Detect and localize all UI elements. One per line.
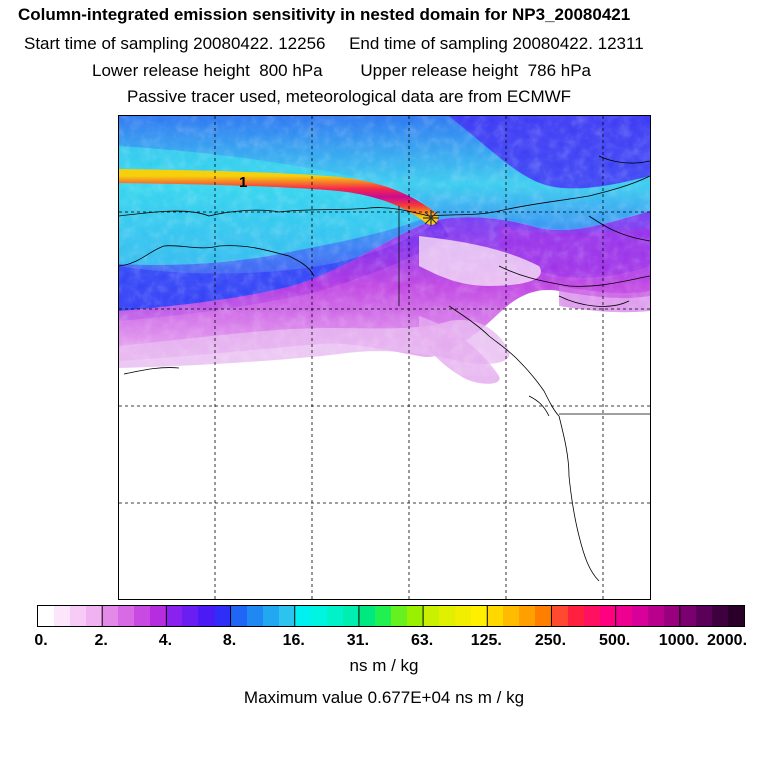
colorbar-segment	[358, 606, 375, 626]
trajectory-band	[119, 169, 438, 225]
colorbar-tick-label: 500.	[599, 632, 631, 649]
colorbar-segment	[294, 606, 311, 626]
colorbar-segment	[374, 606, 392, 626]
release-height-line: Lower release height 800 hPa Upper relea…	[92, 61, 591, 80]
colorbar-segment	[182, 606, 199, 626]
max-value-label: Maximum value 0.677E+04 ns m / kg	[243, 688, 525, 707]
field-texture	[119, 116, 650, 376]
colorbar-segment	[391, 606, 408, 626]
colorbar-segment	[503, 606, 520, 626]
colorbar-segment	[118, 606, 135, 626]
colorbar-tick-label: 16.	[282, 632, 305, 649]
colorbar-segment	[407, 606, 424, 626]
colorbar-tick-label: 125.	[470, 632, 502, 649]
colorbar-tick-label: 0.	[34, 632, 48, 649]
release-point-marker	[423, 210, 439, 226]
map-panel: 1	[118, 115, 651, 600]
colorbar-segment	[455, 606, 472, 626]
colorbar-segment	[423, 606, 440, 626]
colorbar-segment	[70, 606, 87, 626]
colorbar-segment	[567, 606, 584, 626]
colorbar-segment	[38, 606, 55, 626]
colorbar-segment	[150, 606, 167, 626]
graticule	[119, 116, 650, 599]
colorbar-segment	[326, 606, 343, 626]
colorbar-tick-label: 1000.	[658, 632, 699, 649]
colorbar-segment	[262, 606, 279, 626]
colorbar-segment	[54, 606, 71, 626]
colorbar-segment	[342, 606, 359, 626]
colorbar-dividers	[101, 605, 681, 627]
colorbar-tick-label: 8.	[222, 632, 237, 649]
colorbar-segment	[487, 606, 504, 626]
colorbar-segment	[230, 606, 247, 626]
sampling-time-line: Start time of sampling 20080422. 12256 E…	[24, 34, 644, 53]
colorbar-segment	[728, 606, 745, 626]
colorbar-tick-label: 2.	[94, 632, 108, 649]
colorbar-segment	[535, 606, 552, 626]
colorbar-segment	[647, 606, 664, 626]
colorbar-tick-label: 2000.	[706, 632, 748, 649]
colorbar	[37, 605, 745, 627]
colorbar-tick-label: 31.	[346, 632, 370, 649]
colorbar-segment	[711, 606, 729, 626]
colorbar-segment	[695, 606, 712, 626]
colorbar-segment	[246, 606, 263, 626]
trajectory-label: 1	[239, 174, 248, 191]
colorbar-segment	[663, 606, 680, 626]
colorbar-tick-label: 250.	[534, 632, 567, 649]
colorbar-segment	[519, 606, 536, 626]
tracer-info-line: Passive tracer used, meteorological data…	[127, 87, 572, 106]
colorbar-segment	[102, 606, 119, 626]
colorbar-segment	[551, 606, 568, 626]
colorbar-segment	[471, 606, 488, 626]
colorbar-segment	[214, 606, 231, 626]
colorbar-segment	[86, 606, 103, 626]
colorbar-segment	[599, 606, 616, 626]
coastlines	[119, 155, 650, 582]
colorbar-segment	[134, 606, 151, 626]
colorbar-tick-label: 63.	[410, 632, 434, 649]
colorbar-segment	[439, 606, 456, 626]
colorbar-segment	[198, 606, 215, 626]
units-label: ns m / kg	[349, 656, 419, 675]
plot-title: Column-integrated emission sensitivity i…	[18, 5, 631, 24]
colorbar-tick-label: 4.	[158, 632, 173, 649]
map-canvas	[119, 116, 650, 599]
colorbar-segment	[631, 606, 648, 626]
colorbar-segment	[166, 606, 183, 626]
colorbar-segment	[278, 606, 295, 626]
colorbar-segment	[583, 606, 600, 626]
colorbar-segment	[310, 606, 327, 626]
colorbar-segment	[679, 606, 696, 626]
colorbar-segment	[615, 606, 632, 626]
